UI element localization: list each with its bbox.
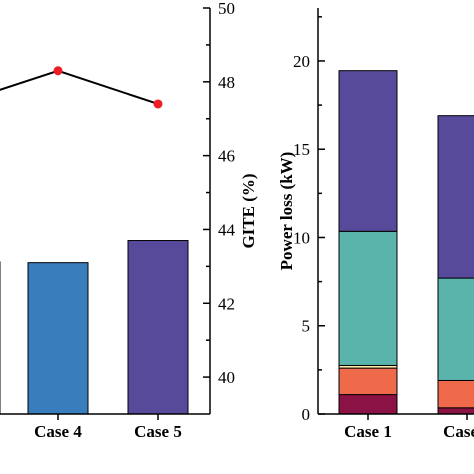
y2-tick-label: 42: [218, 294, 235, 313]
y2-tick-label: 48: [218, 73, 235, 92]
stack-segment-case-2-1: [437, 379, 474, 409]
y-tick-label: 10: [293, 228, 310, 247]
y2-tick-label: 40: [218, 368, 235, 387]
stack-segment-case-2-4: [437, 115, 474, 279]
y-tick-label: 15: [293, 140, 310, 159]
stack-segment-case-2-0: [437, 407, 474, 415]
right-panel-power-loss-chart: 0 5 10 15 20 Case 1 Case 2 Power loss (kW): [277, 8, 474, 441]
bar-case-5: [127, 240, 189, 415]
y2-axis-title: GITE (%): [239, 173, 258, 248]
gite-line: [0, 69, 159, 105]
y-tick-label: 0: [302, 405, 311, 424]
y-axis-title: Power loss (kW): [277, 152, 296, 271]
y-tick-label: 20: [293, 52, 310, 71]
stack-segment-case-1-0: [338, 394, 398, 415]
gite-marker-case-4: [53, 66, 63, 76]
x-tick-label: Case 1: [344, 422, 392, 441]
y-tick-label: 5: [302, 317, 311, 336]
x-tick-label: Case 2: [443, 422, 474, 441]
y2-tick-label: 46: [218, 147, 235, 166]
y2-tick-label: 50: [218, 0, 235, 18]
bar-case-4: [27, 262, 89, 415]
stack-segment-case-1-3: [338, 230, 398, 366]
stack-segment-case-1-4: [338, 70, 398, 232]
stack-segment-case-2-3: [437, 277, 474, 381]
x-tick-label: Case 5: [134, 422, 182, 441]
y2-tick-label: 44: [218, 220, 236, 239]
gite-marker-case-5: [153, 99, 163, 109]
x-tick-label: Case 4: [34, 422, 82, 441]
left-panel-gite-chart: Case 4 Case 5 40 42 44 46 48 50 GITE (%): [0, 0, 258, 441]
stack-segment-case-1-1: [338, 367, 398, 396]
